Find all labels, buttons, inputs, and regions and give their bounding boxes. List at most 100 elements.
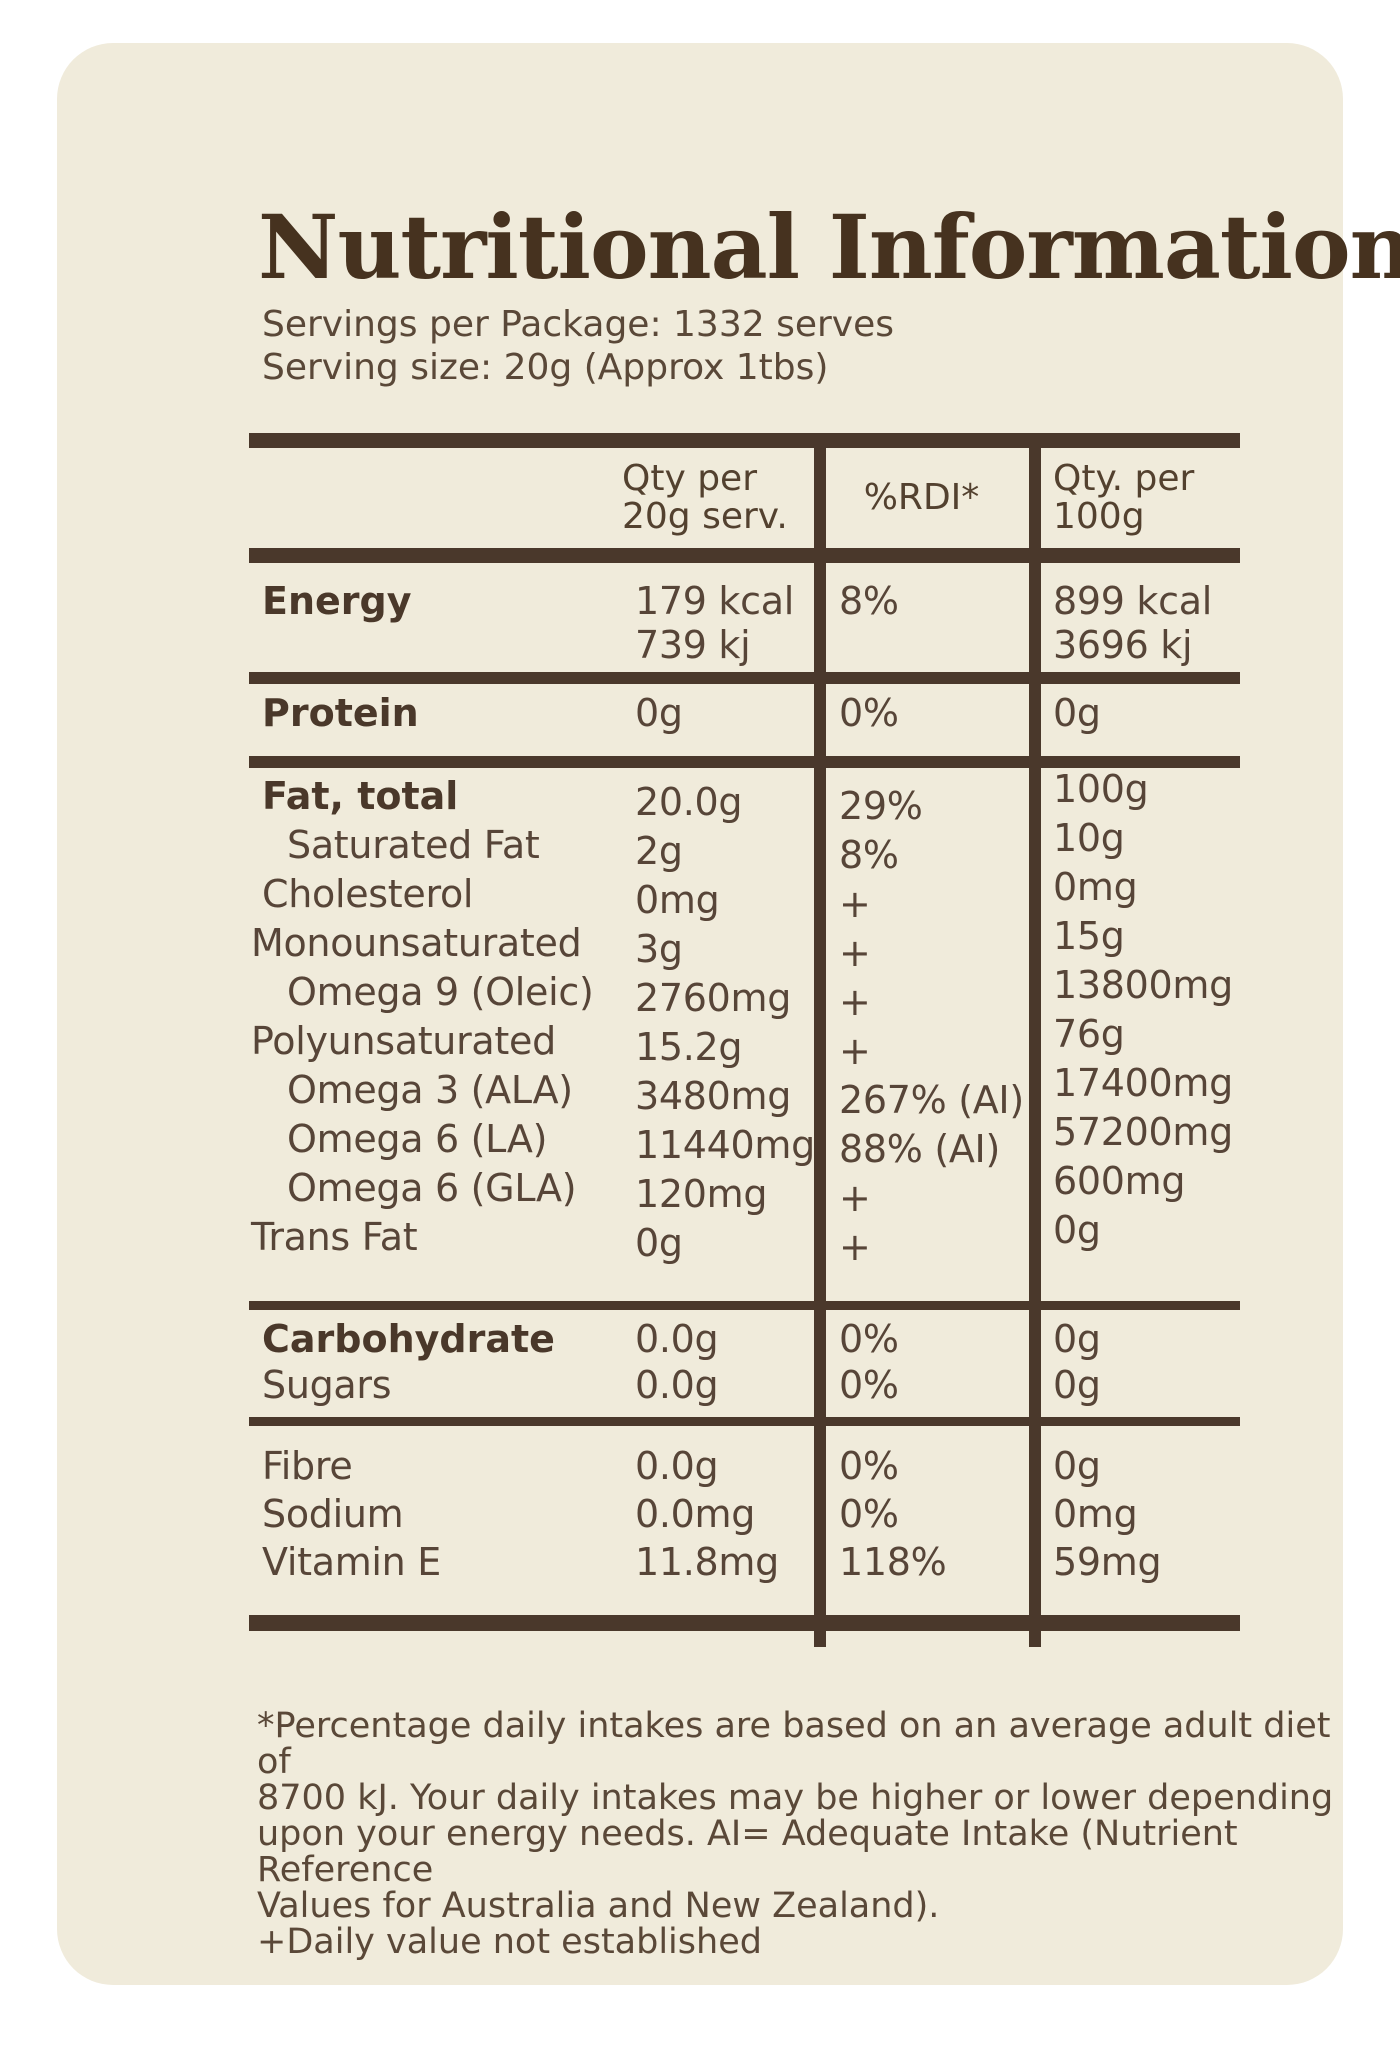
table-top-rule	[249, 433, 1240, 448]
footnote-text: *Percentage daily intakes are based on a…	[257, 1706, 1334, 1962]
header-bottom-rule	[249, 548, 1240, 563]
header-rdi: %RDI*	[863, 477, 980, 518]
table-row: Trans Fat 0g +0g	[249, 1208, 1240, 1269]
table-row: Cholesterol 0mg +0mg	[249, 865, 1240, 926]
rdi-value: +	[839, 1175, 871, 1220]
nutrient-label: Vitamin E	[262, 1540, 441, 1584]
rdi-value: 267% (AI)	[839, 1077, 1024, 1122]
table-row: Omega 3 (ALA) 3480mg 267% (AI) 17400mg	[249, 1061, 1240, 1122]
qty-per-100g-value: 100g	[1053, 766, 1149, 811]
nutrient-label: Omega 9 (Oleic)	[287, 969, 594, 1014]
nutrient-label: Energy	[262, 579, 412, 623]
qty-per-100g-value: 899 kcal	[1053, 579, 1212, 623]
table-row: Carbohydrate 0.0g 0% 0g	[249, 1316, 1240, 1362]
table-body: Energy 179 kcal 8% 899 kcal 739 kj 3696 kj Pro…	[249, 563, 1240, 1631]
header-qty-per-100g: Qty. per 100g	[1053, 458, 1195, 537]
section-protein: Protein 0g 0% 0g	[249, 684, 1240, 756]
qty-per-serve-value: 179 kcal	[635, 579, 794, 623]
section-rule	[249, 1615, 1240, 1631]
nutrient-label: Monounsaturated	[251, 920, 582, 965]
qty-per-100g-value: 76g	[1053, 1011, 1125, 1056]
table-header-row: Qty per 20g serv. %RDI* Qty. per 100g	[249, 448, 1240, 548]
section-fat: Fat, total 20.0g 29% 100g Saturated Fat 2g 8% 1…	[249, 767, 1240, 1301]
qty-per-serve-value: 3g	[635, 926, 683, 971]
qty-per-serve-value: 11440mg	[635, 1122, 815, 1167]
nutrient-label: Omega 3 (ALA)	[287, 1067, 573, 1112]
rdi-value: 0%	[839, 1363, 899, 1407]
qty-per-serve-value: 3480mg	[635, 1073, 792, 1118]
section-rule	[249, 672, 1240, 684]
rdi-value: 29%	[839, 783, 923, 828]
serving-info: Servings per Package: 1332 serves Servin…	[262, 304, 894, 388]
qty-per-100g-value: 0g	[1053, 1363, 1101, 1407]
qty-per-100g-value: 13800mg	[1053, 962, 1233, 1007]
rdi-value: +	[839, 930, 871, 975]
rdi-value: 0%	[839, 1492, 899, 1536]
nutrient-label: Carbohydrate	[262, 1317, 555, 1361]
table-row: Omega 6 (GLA) 120mg +600mg	[249, 1159, 1240, 1220]
table-row: Energy 179 kcal 8% 899 kcal	[249, 579, 1240, 623]
nutrient-label: Omega 6 (GLA)	[287, 1165, 577, 1210]
qty-per-100g-value: 3696 kj	[1053, 623, 1193, 667]
table-row: Omega 9 (Oleic) 2760mg +13800mg	[249, 963, 1240, 1024]
label-card: Nutritional Information Servings per Pac…	[57, 43, 1400, 1985]
table-row: Fat, total 20.0g 29% 100g	[249, 767, 1240, 828]
rdi-value: +	[839, 1028, 871, 1073]
qty-per-100g-value: 0mg	[1053, 864, 1138, 909]
qty-per-100g-value: 0g	[1053, 1207, 1101, 1252]
qty-per-serve-value: 0g	[635, 691, 683, 735]
table-row: Sodium 0.0mg 0% 0mg	[249, 1490, 1240, 1538]
qty-per-serve-value: 0.0g	[635, 1444, 719, 1488]
qty-per-serve-value: 20.0g	[635, 779, 743, 824]
rdi-value: 8%	[839, 832, 899, 877]
qty-per-100g-value: 57200mg	[1053, 1109, 1233, 1154]
qty-per-100g-value: 59mg	[1053, 1540, 1162, 1584]
section-rule	[249, 1301, 1240, 1310]
section-carbs: Carbohydrate 0.0g 0% 0g Sugars 0.0g 0% 0g	[249, 1310, 1240, 1417]
qty-per-serve-value: 120mg	[635, 1171, 768, 1216]
header-qty-per-serve: Qty per 20g serv.	[622, 458, 788, 537]
qty-per-serve-value: 0.0g	[635, 1363, 719, 1407]
section-energy: Energy 179 kcal 8% 899 kcal 739 kj 3696 kj	[249, 563, 1240, 672]
table-row: Omega 6 (LA) 11440mg 88% (AI) 57200mg	[249, 1110, 1240, 1171]
qty-per-serve-value: 0.0g	[635, 1317, 719, 1361]
qty-per-100g-value: 0g	[1053, 1317, 1101, 1361]
nutrient-label: Protein	[262, 691, 419, 735]
rdi-value: 8%	[839, 579, 899, 623]
table-row: Polyunsaturated 15.2g +76g	[249, 1012, 1240, 1073]
table-row: Saturated Fat 2g 8% 10g	[249, 816, 1240, 877]
nutrition-table: Qty per 20g serv. %RDI* Qty. per 100g En…	[249, 433, 1240, 1647]
nutrient-label: Trans Fat	[251, 1214, 418, 1259]
nutrient-label: Omega 6 (LA)	[287, 1116, 548, 1161]
qty-per-serve-value: 11.8mg	[635, 1540, 779, 1584]
qty-per-100g-value: 600mg	[1053, 1158, 1186, 1203]
nutrient-label: Fibre	[262, 1444, 353, 1488]
nutrient-label: Sodium	[262, 1492, 404, 1536]
qty-per-100g-value: 0mg	[1053, 1492, 1138, 1536]
table-row: Fibre 0.0g 0% 0g	[249, 1442, 1240, 1490]
qty-per-serve-value: 0mg	[635, 877, 720, 922]
qty-per-100g-value: 17400mg	[1053, 1060, 1233, 1105]
qty-per-serve-value: 2g	[635, 828, 683, 873]
qty-per-serve-value: 0.0mg	[635, 1492, 756, 1536]
rdi-value: +	[839, 979, 871, 1024]
column-divider-1	[814, 448, 826, 1647]
rdi-value: +	[839, 1224, 871, 1269]
qty-per-serve-value: 15.2g	[635, 1024, 743, 1069]
qty-per-100g-value: 0g	[1053, 1444, 1101, 1488]
table-row: Sugars 0.0g 0% 0g	[249, 1362, 1240, 1408]
table-row: Vitamin E 11.8mg 118% 59mg	[249, 1538, 1240, 1586]
section-rule	[249, 756, 1240, 768]
rdi-value: 118%	[839, 1540, 947, 1584]
section-rule	[249, 1417, 1240, 1426]
table-row: 739 kj 3696 kj	[249, 623, 1240, 667]
nutrient-label: Sugars	[262, 1363, 392, 1407]
nutrient-label: Saturated Fat	[287, 822, 540, 867]
nutrient-label: Cholesterol	[262, 871, 474, 916]
qty-per-serve-value: 739 kj	[635, 623, 751, 667]
table-row: Monounsaturated 3g +15g	[249, 914, 1240, 975]
rdi-value: 0%	[839, 691, 899, 735]
rdi-value: +	[839, 881, 871, 926]
qty-per-serve-value: 0g	[635, 1220, 683, 1265]
